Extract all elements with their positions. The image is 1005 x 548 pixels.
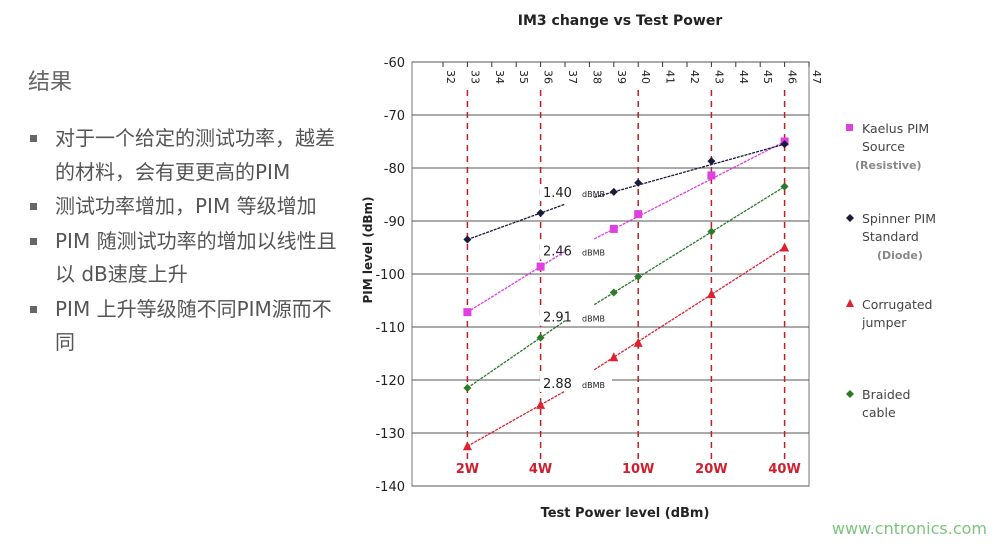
data-point xyxy=(780,242,790,252)
chart-title: IM3 change vs Test Power xyxy=(518,13,723,29)
x-tick-label: 38 xyxy=(590,70,603,84)
legend-marker xyxy=(846,299,854,307)
power-label-bg xyxy=(764,459,805,477)
trend-line xyxy=(467,320,566,389)
data-point xyxy=(609,187,618,196)
data-point xyxy=(463,308,472,317)
x-tick-label: 34 xyxy=(493,70,506,84)
trend-line xyxy=(467,203,566,241)
y-tick-label: -120 xyxy=(375,374,405,389)
trend-line xyxy=(467,250,566,313)
slope-unit: dBMB xyxy=(582,248,605,257)
power-marker-label: 40W xyxy=(768,462,800,477)
watermark: www.cntronics.com xyxy=(831,519,987,538)
legend-sublabel: (Diode) xyxy=(877,249,923,262)
data-point xyxy=(536,209,545,218)
x-tick-label: 40 xyxy=(639,70,652,84)
x-tick-label: 37 xyxy=(566,70,579,84)
x-tick-label: 35 xyxy=(517,70,530,84)
legend-marker xyxy=(846,214,854,222)
annotation-bg xyxy=(540,309,612,326)
y-tick-label: -90 xyxy=(384,215,405,230)
bullet-list: 对于一个给定的测试功率，越差的材料，会有更更高的PIM 测试功率增加，PIM 等… xyxy=(28,122,348,361)
data-point xyxy=(463,235,472,244)
x-tick-label: 44 xyxy=(737,70,750,84)
power-marker-label: 2W xyxy=(456,462,479,477)
x-tick-label: 43 xyxy=(712,70,725,84)
power-marker-label: 20W xyxy=(695,462,727,477)
legend-label: Kaelus PIM Source xyxy=(862,121,929,154)
trend-line xyxy=(593,140,785,240)
y-tick-label: -80 xyxy=(384,162,405,177)
legend-marker xyxy=(846,390,854,398)
slope-unit: dBMB xyxy=(582,315,605,324)
slope-annotation: 2.91 xyxy=(543,311,572,326)
y-tick-label: -70 xyxy=(384,109,405,124)
data-point xyxy=(707,227,716,236)
trend-line xyxy=(593,246,785,371)
x-tick-label: 32 xyxy=(444,70,457,84)
slide-heading: 结果 xyxy=(28,70,73,95)
x-axis-label: Test Power level (dBm) xyxy=(541,506,710,521)
y-axis-label: PIM level (dBm) xyxy=(361,196,375,303)
power-label-bg xyxy=(447,459,488,477)
power-label-bg xyxy=(618,459,659,477)
bullet-item: 测试功率增加，PIM 等级增加 xyxy=(28,190,348,224)
slope-annotation: 2.88 xyxy=(543,377,572,392)
data-point xyxy=(633,337,643,347)
data-point xyxy=(634,272,643,281)
power-label-bg xyxy=(520,459,561,477)
x-tick-label: 47 xyxy=(810,70,823,84)
x-tick-label: 39 xyxy=(615,70,628,84)
x-tick-label: 33 xyxy=(468,70,481,84)
data-point xyxy=(780,140,789,149)
x-tick-label: 36 xyxy=(542,70,555,84)
x-tick-label: 45 xyxy=(761,70,774,84)
power-marker-label: 10W xyxy=(622,462,654,477)
y-tick-label: -110 xyxy=(375,321,405,336)
legend-label: Corrugated jumper xyxy=(861,297,932,330)
legend-label: Braided cable xyxy=(862,387,910,420)
data-point xyxy=(536,333,545,342)
power-marker-label: 4W xyxy=(529,462,552,477)
x-tick-label: 46 xyxy=(786,70,799,84)
x-tick-label: 41 xyxy=(664,70,677,84)
annotation-bg xyxy=(540,375,612,392)
data-point xyxy=(707,171,716,180)
legend-marker xyxy=(846,124,853,131)
data-point xyxy=(609,352,619,362)
data-point xyxy=(609,224,618,233)
slope-unit: dBMB xyxy=(582,381,605,390)
trend-line xyxy=(594,143,785,198)
bullet-item: PIM 随测试功率的增加以线性且以 dB速度上升 xyxy=(28,225,348,292)
data-point xyxy=(707,157,716,166)
power-label-bg xyxy=(691,459,732,477)
data-point xyxy=(609,288,618,297)
slope-unit: dBMB xyxy=(582,190,605,199)
data-point xyxy=(634,210,643,219)
slope-annotation: 1.40 xyxy=(543,186,572,201)
data-point xyxy=(706,289,716,299)
y-tick-label: -60 xyxy=(384,56,405,71)
data-point xyxy=(780,182,789,191)
y-tick-label: -100 xyxy=(375,268,405,283)
trend-line xyxy=(467,390,566,447)
legend-sublabel: (Resistive) xyxy=(855,159,922,172)
data-point xyxy=(463,383,472,392)
trend-line xyxy=(593,185,785,306)
data-point xyxy=(634,178,643,187)
slope-annotation: 2.46 xyxy=(543,244,572,259)
y-tick-label: -140 xyxy=(375,480,405,495)
legend-label: Spinner PIM Standard xyxy=(862,211,936,244)
bullet-item: 对于一个给定的测试功率，越差的材料，会有更更高的PIM xyxy=(28,122,348,189)
data-point xyxy=(536,262,545,271)
x-tick-label: 42 xyxy=(688,70,701,84)
data-point xyxy=(462,441,472,451)
y-tick-label: -130 xyxy=(375,427,405,442)
annotation-bg xyxy=(540,185,612,202)
data-point xyxy=(536,399,546,409)
bullet-item: PIM 上升等级随不同PIM源而不同 xyxy=(28,293,348,360)
